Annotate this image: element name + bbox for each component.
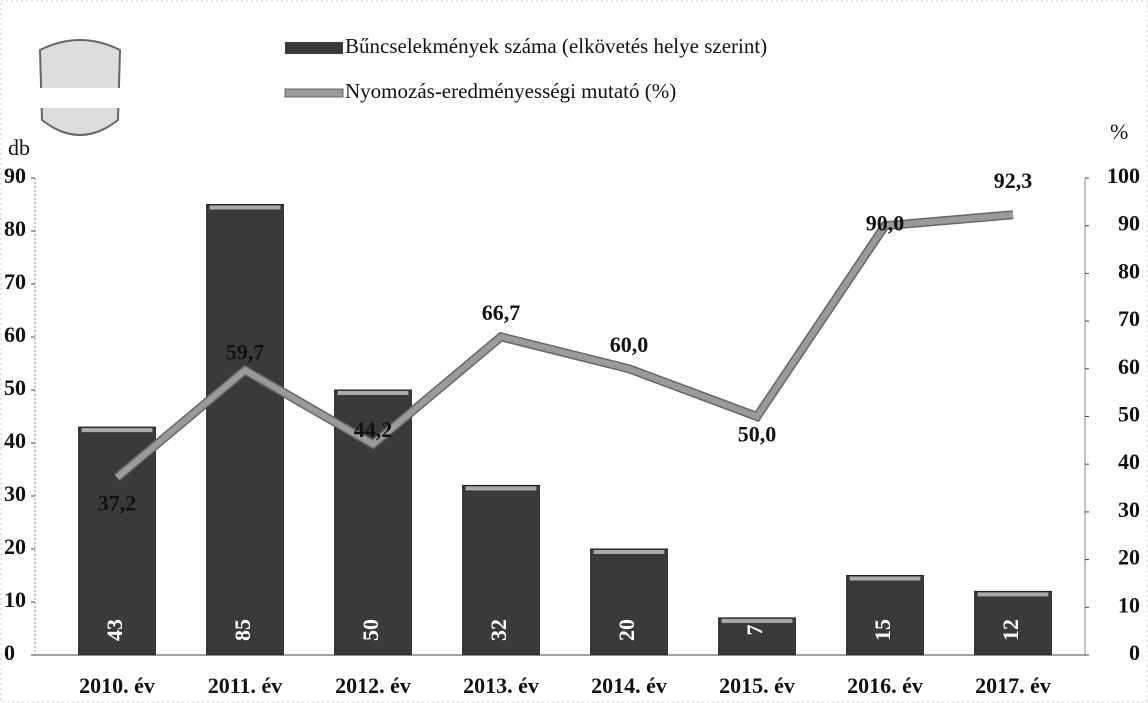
line-value-label: 50,0 <box>738 422 777 447</box>
bar-value-label: 20 <box>614 619 639 641</box>
x-tick-label: 2015. év <box>719 673 795 698</box>
x-tick-label: 2011. év <box>208 673 283 698</box>
bar-value-label: 12 <box>998 619 1023 641</box>
line-value-label: 59,7 <box>226 339 265 364</box>
legend-swatch <box>285 42 343 54</box>
bar-highlight <box>82 428 153 432</box>
y2-tick-label: 100 <box>1107 163 1140 188</box>
y-tick-label: 60 <box>4 322 26 347</box>
y-tick-label: 70 <box>4 269 26 294</box>
bar-value-label: 7 <box>742 625 767 636</box>
bar-highlight <box>466 486 537 490</box>
bar-value-label: 32 <box>486 619 511 641</box>
bar-value-label: 15 <box>870 619 895 641</box>
y2-axis-label: % <box>1110 119 1128 144</box>
bar-highlight <box>210 206 281 210</box>
bar-highlight <box>594 550 665 554</box>
legend-label: Nyomozás-eredményességi mutató (%) <box>345 79 676 103</box>
y-tick-label: 30 <box>4 481 26 506</box>
y-tick-label: 40 <box>4 428 26 453</box>
bar-value-label: 85 <box>230 619 255 641</box>
bar-value-label: 43 <box>102 619 127 641</box>
legend-label: Bűncselekmények száma (elkövetés helye s… <box>345 34 767 58</box>
line-value-label: 90,0 <box>866 211 905 236</box>
bar-value-label: 50 <box>358 619 383 641</box>
y2-tick-label: 50 <box>1118 402 1140 427</box>
y2-tick-label: 80 <box>1118 258 1140 283</box>
line-value-label: 44,2 <box>354 417 393 442</box>
chart: db % 0 10 20 30 40 50 60 70 80 90 0 10 20 30 40 50 60 70 8… <box>0 0 1148 703</box>
bar-highlight <box>850 577 921 581</box>
y-tick-label: 0 <box>4 640 15 665</box>
y2-tick-label: 30 <box>1118 497 1140 522</box>
x-tick-label: 2010. év <box>79 673 155 698</box>
y-tick-label: 20 <box>4 534 26 559</box>
y-tick-label: 90 <box>4 163 26 188</box>
y2-tick-label: 0 <box>1129 640 1140 665</box>
logo <box>38 40 122 135</box>
bar-highlight <box>978 592 1049 596</box>
x-tick-label: 2016. év <box>847 673 923 698</box>
line-value-label: 60,0 <box>610 332 649 357</box>
bar <box>207 205 284 656</box>
y-axis-label: db <box>8 135 30 160</box>
y2-tick-label: 40 <box>1118 449 1140 474</box>
line-value-label: 37,2 <box>98 491 137 516</box>
y2-tick-label: 10 <box>1118 592 1140 617</box>
y2-tick-label: 20 <box>1118 545 1140 570</box>
line-value-label: 92,3 <box>994 168 1033 193</box>
y2-tick-label: 60 <box>1118 354 1140 379</box>
x-tick-label: 2013. év <box>463 673 539 698</box>
x-tick-label: 2017. év <box>975 673 1051 698</box>
y2-tick-label: 90 <box>1118 211 1140 236</box>
bar-highlight <box>722 619 793 623</box>
bar <box>847 576 924 656</box>
y-tick-label: 80 <box>4 216 26 241</box>
line-value-label: 66,7 <box>482 300 521 325</box>
legend-swatch <box>285 89 343 97</box>
bar-highlight <box>338 391 409 395</box>
y-tick-label: 10 <box>4 587 26 612</box>
x-tick-label: 2012. év <box>335 673 411 698</box>
y2-tick-label: 70 <box>1118 306 1140 331</box>
x-tick-label: 2014. év <box>591 673 667 698</box>
y-tick-label: 50 <box>4 375 26 400</box>
